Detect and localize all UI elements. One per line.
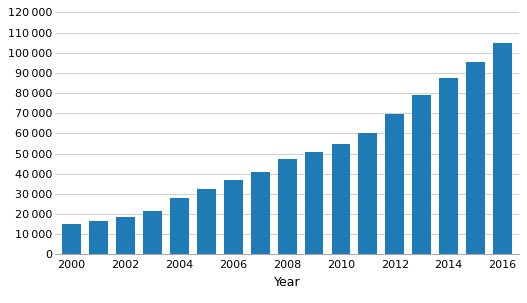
Bar (305, 152, 324, 255)
Bar (412, 95, 431, 255)
Bar (385, 114, 404, 255)
Bar (197, 189, 216, 255)
Bar (116, 217, 135, 255)
Bar (224, 180, 242, 255)
Bar (493, 43, 512, 255)
Bar (62, 224, 81, 255)
Bar (170, 198, 189, 255)
Bar (278, 159, 297, 255)
Bar (143, 211, 162, 255)
Bar (466, 62, 485, 255)
Bar (89, 221, 108, 255)
Bar (251, 172, 270, 255)
Bar (331, 144, 350, 255)
Bar (439, 78, 458, 255)
X-axis label: Year: Year (274, 276, 300, 288)
Bar (358, 133, 377, 255)
